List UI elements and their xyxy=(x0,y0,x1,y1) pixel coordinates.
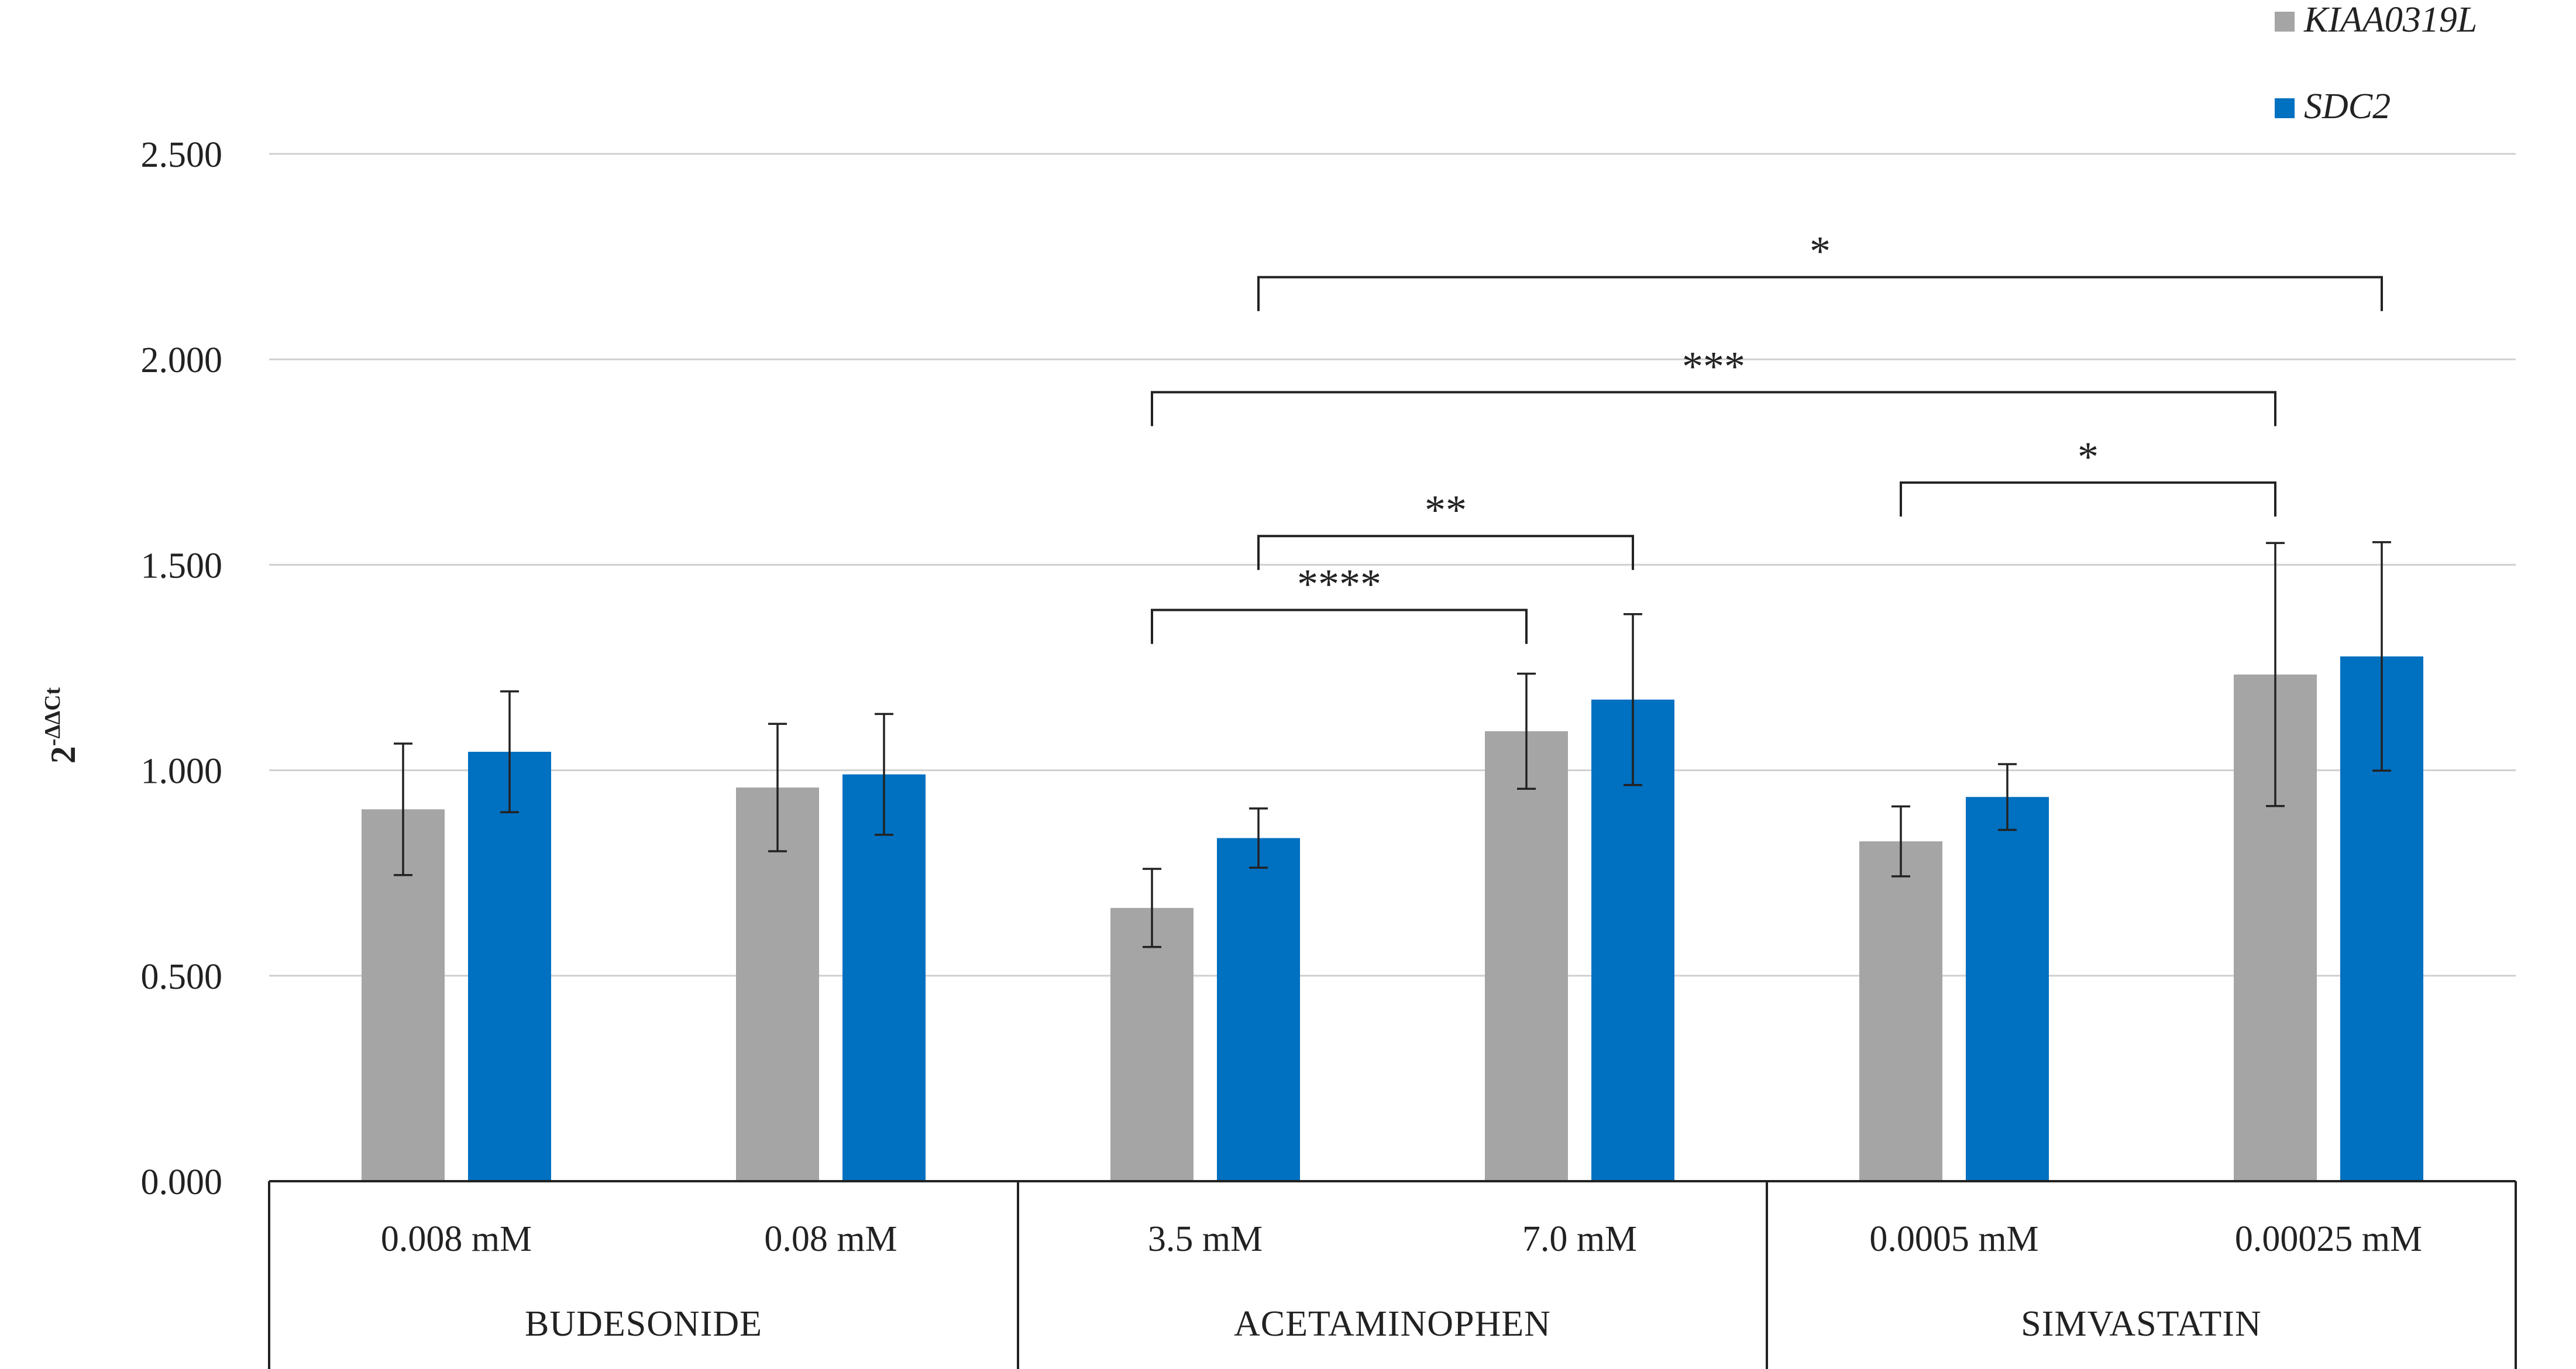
category-label: 0.00025 mM xyxy=(2235,1219,2422,1259)
significance-label: **** xyxy=(1297,561,1381,608)
category-label: 0.08 mM xyxy=(764,1219,897,1259)
legend-swatch xyxy=(2275,12,2295,32)
bar-kiaa0319l xyxy=(1859,841,1942,1181)
error-bars xyxy=(394,541,2391,948)
bracket-line xyxy=(1257,535,1634,570)
y-tick-label: 1.000 xyxy=(141,752,223,792)
category-label: 0.008 mM xyxy=(381,1219,532,1259)
legend-item: KIAA0319L xyxy=(2275,0,2477,40)
error-bar xyxy=(2372,541,2391,772)
bar-sdc2 xyxy=(468,751,551,1181)
significance-bracket: **** xyxy=(1151,561,1528,644)
significance-label: * xyxy=(2078,434,2099,480)
error-bar xyxy=(1998,763,2017,831)
y-tick-label: 0.500 xyxy=(141,957,223,997)
y-tick-label: 2.000 xyxy=(141,340,223,380)
y-axis-ticks: 0.000 0.500 1.000 1.500 2.000 2.500 xyxy=(141,135,223,1202)
error-bar xyxy=(1891,805,1910,878)
y-tick-label: 0.000 xyxy=(141,1162,223,1202)
bracket-line xyxy=(1151,391,2276,426)
bars xyxy=(362,656,2423,1181)
category-label: 3.5 mM xyxy=(1148,1219,1263,1259)
y-axis-title: 2-ΔΔCt xyxy=(40,687,82,763)
legend: KIAA0319L SDC2 xyxy=(2275,0,2477,126)
error-bar xyxy=(394,742,412,876)
bracket-line xyxy=(1151,608,1528,644)
bracket-line xyxy=(1900,481,2276,517)
error-bar xyxy=(1249,807,1268,869)
significance-brackets: *********** xyxy=(1151,228,2383,644)
error-bar xyxy=(1624,613,1642,786)
y-axis-title-base: 2 xyxy=(44,746,82,763)
gridlines xyxy=(269,153,2516,977)
group-label: BUDESONIDE xyxy=(525,1304,762,1344)
category-label: 7.0 mM xyxy=(1522,1219,1637,1259)
bar-sdc2 xyxy=(1966,797,2049,1181)
significance-bracket: *** xyxy=(1151,343,2276,426)
legend-swatch xyxy=(2275,98,2295,118)
bar-sdc2 xyxy=(842,774,926,1181)
bracket-line xyxy=(1257,276,2383,311)
group-label: ACETAMINOPHEN xyxy=(1234,1304,1551,1344)
bar-kiaa0319l xyxy=(1485,731,1568,1181)
significance-label: * xyxy=(1810,228,1831,275)
significance-label: ** xyxy=(1425,487,1467,534)
error-bar xyxy=(768,723,787,852)
y-tick-label: 2.500 xyxy=(141,135,223,175)
legend-label: KIAA0319L xyxy=(2303,0,2477,40)
legend-label: SDC2 xyxy=(2304,87,2391,126)
legend-item: SDC2 xyxy=(2275,87,2391,126)
error-bar xyxy=(1517,672,1536,790)
y-tick-label: 1.500 xyxy=(141,546,223,586)
bar-kiaa0319l xyxy=(736,787,819,1181)
significance-bracket: ** xyxy=(1257,487,1634,570)
error-bar xyxy=(1143,868,1161,948)
group-label: SIMVASTATIN xyxy=(2021,1304,2261,1344)
bar-kiaa0319l xyxy=(1110,907,1194,1181)
y-axis-title-exponent: -ΔΔCt xyxy=(40,687,65,746)
significance-bracket: * xyxy=(1257,228,2383,311)
error-bar xyxy=(500,690,519,813)
significance-label: *** xyxy=(1682,343,1745,390)
x-axis: BUDESONIDE ACETAMINOPHEN SIMVASTATIN 0.008 … xyxy=(268,1180,2517,1369)
bar-sdc2 xyxy=(1217,838,1300,1181)
category-label: 0.0005 mM xyxy=(1869,1219,2038,1259)
error-bar xyxy=(2266,542,2285,807)
error-bar xyxy=(875,713,893,836)
significance-bracket: * xyxy=(1900,434,2276,517)
